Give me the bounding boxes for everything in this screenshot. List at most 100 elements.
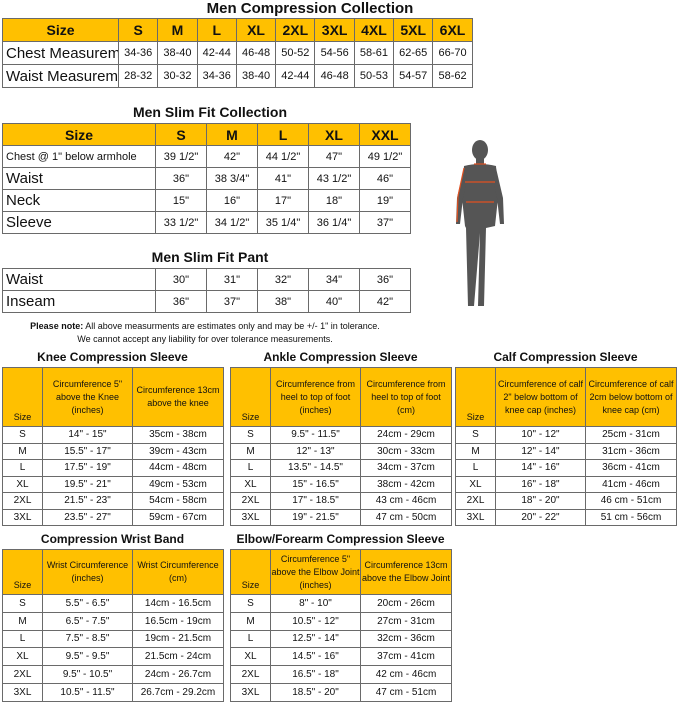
table-cell: L [196, 18, 237, 42]
table-cell: 34cm - 37cm [360, 459, 452, 477]
table-cell: 9.5" - 11.5" [270, 426, 361, 444]
size-header: Size [455, 367, 496, 427]
table-cell: 26.7cm - 29.2cm [132, 682, 224, 702]
table-cell: 10" - 12" [495, 426, 586, 444]
table-cell: 46" [359, 167, 411, 190]
table-cell: 32" [257, 268, 309, 291]
table-cell: 14" - 16" [495, 459, 586, 477]
table-row: S 9.5" - 11.5" 24cm - 29cm [230, 426, 452, 444]
table-cell: 58-62 [432, 64, 473, 88]
table-cell: 6.5" - 7.5" [42, 611, 133, 631]
table-row: XL 15" - 16.5" 38cm - 42cm [230, 475, 452, 493]
table-cell: 38 3/4" [206, 167, 258, 190]
table-cell: 5.5" - 6.5" [42, 594, 133, 613]
elbow-title: Elbow/Forearm Compression Sleeve [236, 532, 445, 546]
size-cell: L [2, 459, 43, 477]
table-row: L 7.5" - 8.5" 19cm - 21.5cm [2, 629, 224, 649]
table-cell: 36 1/4" [308, 211, 360, 234]
table-cell: 19cm - 21.5cm [132, 629, 224, 649]
table-cell: 42" [359, 290, 411, 313]
table-cell: 18.5" - 20" [270, 682, 361, 702]
table-row: Chest @ 1" below armhole 39 1/2" 42" 44 1/2… [2, 145, 411, 168]
table-cell: 21.5cm - 24cm [132, 647, 224, 667]
table-row: Waist Measurement28-3230-3234-3638-4042-… [2, 64, 473, 88]
table-cell: 47 cm - 50cm [360, 508, 452, 526]
table-row: S 8" - 10" 20cm - 26cm [230, 594, 452, 613]
size-cell: S [455, 426, 496, 444]
table-row: M 10.5" - 12" 27cm - 31cm [230, 611, 452, 631]
table-cell: 18" [308, 189, 360, 212]
table-cell: 16.5cm - 19cm [132, 611, 224, 631]
table-cell: 35cm - 38cm [132, 426, 224, 444]
header-row: Size Circumference 5" above the Knee (inc… [2, 367, 224, 427]
row-label: Sleeve [2, 211, 156, 234]
table-cell: 54-56 [314, 41, 355, 65]
table-row: 3XL 19" - 21.5" 47 cm - 50cm [230, 508, 452, 526]
table-cell: 43 cm - 46cm [360, 492, 452, 510]
disclaimer-note: Please note: All above measurments are e… [10, 320, 400, 346]
column-header: Circumference 5" above the Elbow Joint (… [270, 549, 361, 595]
table-cell: 18" - 20" [495, 492, 586, 510]
table-row: 2XL 21.5" - 23" 54cm - 58cm [2, 492, 224, 510]
table-cell: 46-48 [235, 41, 277, 65]
size-cell: 3XL [2, 508, 43, 526]
table-cell: 42" [206, 145, 258, 168]
size-header: Size [230, 549, 271, 595]
table-row: XL 14.5" - 16" 37cm - 41cm [230, 647, 452, 667]
size-cell: L [230, 629, 271, 649]
size-cell: 3XL [2, 682, 43, 702]
table-cell: 59cm - 67cm [132, 508, 224, 526]
note-line2: We cannot accept any liability for over … [77, 334, 333, 344]
table-cell: 14" - 15" [42, 426, 133, 444]
table-cell: 6XL [432, 18, 473, 42]
table-cell: 32cm - 36cm [360, 629, 452, 649]
header-row: Size Circumference from heel to top of fo… [230, 367, 452, 427]
table-row: M 12" - 14" 31cm - 36cm [455, 442, 677, 460]
table-cell: 33 1/2" [155, 211, 207, 234]
table-cell: 62-65 [393, 41, 434, 65]
table-row: Waist 30" 31" 32" 34" 36" [2, 268, 411, 291]
table-cell: 42-44 [196, 41, 237, 65]
size-cell: S [2, 426, 43, 444]
header-row: Size Wrist Circumference (inches) Wrist Ci… [2, 549, 224, 595]
table-cell: 38" [257, 290, 309, 313]
table-cell: 34 1/2" [206, 211, 258, 234]
table-cell: 16.5" - 18" [270, 665, 361, 684]
size-cell: S [230, 426, 271, 444]
table-row: M 15.5" - 17" 39cm - 43cm [2, 442, 224, 460]
size-cell: M [2, 611, 43, 631]
table-cell: XL [308, 123, 360, 146]
column-header: Wrist Circumference (inches) [42, 549, 133, 595]
table-row: M 12" - 13" 30cm - 33cm [230, 442, 452, 460]
table-cell: 37" [359, 211, 411, 234]
size-cell: S [2, 594, 43, 613]
table-cell: 31cm - 36cm [585, 442, 677, 460]
wrist-title: Compression Wrist Band [40, 532, 185, 546]
table-cell: 42-44 [275, 64, 316, 88]
table-cell: 35 1/4" [257, 211, 309, 234]
table-cell: 3XL [314, 18, 355, 42]
table-cell: 34-36 [196, 64, 237, 88]
table-row: L 17.5" - 19" 44cm - 48cm [2, 459, 224, 477]
table-row: 3XL 10.5" - 11.5" 26.7cm - 29.2cm [2, 682, 224, 702]
table-row: L 12.5" - 14" 32cm - 36cm [230, 629, 452, 649]
table-cell: 41cm - 46cm [585, 475, 677, 493]
header-row: Size S M L XL XXL [2, 123, 411, 146]
table-cell: XL [235, 18, 277, 42]
table-row: L 13.5" - 14.5" 34cm - 37cm [230, 459, 452, 477]
calf-title: Calf Compression Sleeve [493, 350, 638, 364]
column-header: Circumference from heel to top of foot (… [360, 367, 452, 427]
table-row: 2XL 16.5" - 18" 42 cm - 46cm [230, 665, 452, 684]
table-cell: 28-32 [117, 64, 159, 88]
table-cell: S [155, 123, 207, 146]
table-cell: 21.5" - 23" [42, 492, 133, 510]
table-row: XL 9.5" - 9.5" 21.5cm - 24cm [2, 647, 224, 667]
table-row: 3XL 18.5" - 20" 47 cm - 51cm [230, 682, 452, 702]
table-row: 2XL 17" - 18.5" 43 cm - 46cm [230, 492, 452, 510]
size-header: Size [230, 367, 271, 427]
table-cell: 8" - 10" [270, 594, 361, 613]
table-cell: 58-61 [353, 41, 395, 65]
table-row: M 6.5" - 7.5" 16.5cm - 19cm [2, 611, 224, 631]
size-cell: M [230, 611, 271, 631]
table-cell: 39 1/2" [155, 145, 207, 168]
